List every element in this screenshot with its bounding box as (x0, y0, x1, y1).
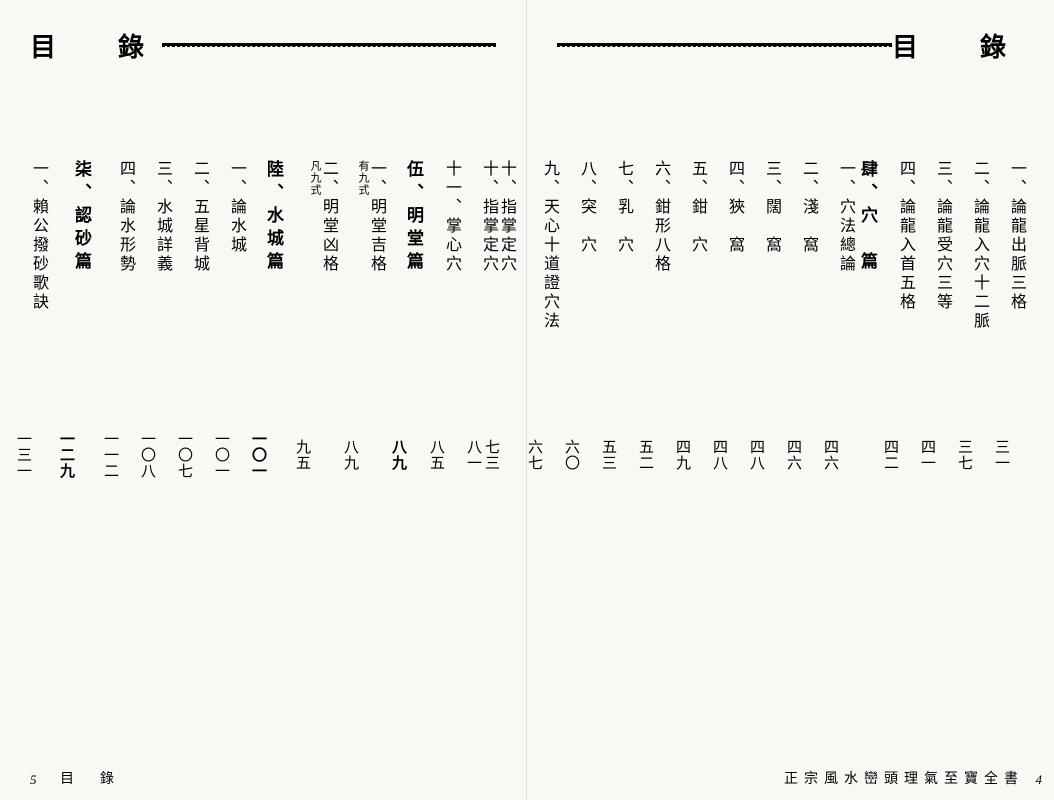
toc-label: 陸、水城篇 (265, 160, 282, 750)
toc-entry: 四、論龍入首五格四二 (882, 160, 913, 750)
toc-entry: 四、論水形勢一一二 (102, 160, 133, 750)
toc-entry: 三、論龍受穴三等四一 (919, 160, 950, 750)
toc-pageno: 六〇 (563, 160, 578, 750)
toc-pageno: 三一 (993, 160, 1008, 750)
toc-pageno: 四八 (711, 160, 726, 750)
toc-pageno: 九五 (294, 160, 309, 750)
toc-note: 凡九式 (309, 160, 320, 750)
toc-pageno: 八一 (465, 160, 480, 750)
toc-note: 有九式 (357, 160, 368, 750)
header-title-left: 目 錄 (30, 27, 162, 64)
toc-label: 四、論水形勢 (117, 160, 133, 750)
footer-text-left: 目 錄 (60, 768, 120, 788)
toc-label: 五、鉗 穴 (689, 160, 705, 750)
toc-pageno: 一〇七 (176, 160, 191, 750)
toc-entry: 四、狹 窩四八 (711, 160, 742, 750)
toc-entry: 三、闊 窩四八 (748, 160, 779, 750)
toc-pageno: 八九 (390, 160, 405, 750)
toc-pageno: 四六 (785, 160, 800, 750)
toc-pageno: 四九 (674, 160, 689, 750)
toc-entry: 一、穴法總論四六 (822, 160, 853, 750)
footer-pageno-left: 5 (30, 772, 37, 788)
toc-label: 肆、穴 篇 (859, 160, 876, 750)
toc-pageno: 五二 (637, 160, 652, 750)
toc-label: 一、論水城 (228, 160, 244, 750)
header-left: 目 錄 (30, 30, 496, 60)
toc-section: 伍、明堂篇八九 (390, 160, 422, 750)
toc-label: 四、狹 窩 (726, 160, 742, 750)
toc-label: 十、指掌定穴 (498, 160, 514, 750)
header-rule-right (557, 43, 892, 47)
toc-entry: 二、論龍入穴十二脈三七 (956, 160, 987, 750)
toc-pageno: 三七 (956, 160, 971, 750)
toc-entry: 二、五星背城一〇七 (176, 160, 207, 750)
toc-label: 九、天心十道證穴法 (541, 160, 557, 750)
header-rule-left (162, 43, 496, 47)
toc-pageno: 一三一 (15, 160, 30, 750)
toc-label: 三、論龍受穴三等 (934, 160, 950, 750)
toc-pageno: 六七 (526, 160, 541, 750)
toc-label: 一、明堂吉格 (368, 160, 384, 750)
toc-section: 肆、穴 篇 (859, 160, 876, 750)
toc-label: 十一、掌心穴 (443, 160, 459, 750)
toc-entry: 一、論水城一〇一 (213, 160, 244, 750)
toc-entry: 二、淺 窩四六 (785, 160, 816, 750)
toc-pageno: 七三 (483, 160, 498, 750)
toc-label: 七、乳 穴 (615, 160, 631, 750)
toc-body-left: 十、指掌定穴八一十一、掌心穴八五伍、明堂篇八九一、明堂吉格有九式八九二、明堂凶格… (30, 160, 496, 750)
toc-entry: 一、論龍出脈三格三一 (993, 160, 1024, 750)
toc-entry: 三、水城詳義一〇八 (139, 160, 170, 750)
toc-pageno: 一一二 (102, 160, 117, 750)
toc-section: 柒、認砂篇一二九 (58, 160, 90, 750)
toc-entry: 七、乳 穴五三 (600, 160, 631, 750)
toc-label: 四、論龍入首五格 (897, 160, 913, 750)
toc-label: 三、闊 窩 (763, 160, 779, 750)
toc-entry: 一、明堂吉格有九式八九 (342, 160, 384, 750)
toc-label: 二、明堂凶格 (320, 160, 336, 750)
toc-entry: 六、鉗形八格五二 (637, 160, 668, 750)
toc-label: 二、淺 窩 (800, 160, 816, 750)
toc-entry: 一、賴公撥砂歌訣一三一 (15, 160, 46, 750)
toc-label: 六、鉗形八格 (652, 160, 668, 750)
toc-label: 一、穴法總論 (837, 160, 853, 750)
toc-label: 一、論龍出脈三格 (1008, 160, 1024, 750)
page-left: 目 錄 十、指掌定穴八一十一、掌心穴八五伍、明堂篇八九一、明堂吉格有九式八九二、… (0, 0, 527, 800)
toc-entry: 十、指掌定穴七三 (483, 160, 514, 750)
toc-pageno: 八五 (428, 160, 443, 750)
toc-label: 柒、認砂篇 (73, 160, 90, 750)
toc-pageno: 一〇一 (213, 160, 228, 750)
page-right: 目 錄 一、論龍出脈三格三一二、論龍入穴十二脈三七三、論龍受穴三等四一四、論龍入… (527, 0, 1054, 800)
toc-entry: 九、天心十道證穴法六七 (526, 160, 557, 750)
toc-label: 二、五星背城 (191, 160, 207, 750)
toc-label: 三、水城詳義 (154, 160, 170, 750)
toc-pageno: 四二 (882, 160, 897, 750)
toc-pageno: 四六 (822, 160, 837, 750)
toc-entry: 五、鉗 穴四九 (674, 160, 705, 750)
toc-pageno: 四八 (748, 160, 763, 750)
toc-pageno: 四一 (919, 160, 934, 750)
toc-entry: 十一、掌心穴八五 (428, 160, 459, 750)
toc-label: 伍、明堂篇 (405, 160, 422, 750)
toc-label: 二、論龍入穴十二脈 (971, 160, 987, 750)
footer-text-right: 正宗風水巒頭理氣至寶全書 (784, 768, 1024, 788)
footer-pageno-right: 4 (1036, 772, 1043, 788)
header-title-right: 目 錄 (892, 27, 1024, 64)
toc-pageno: 八九 (342, 160, 357, 750)
toc-pageno: 一二九 (58, 160, 73, 750)
toc-body-right: 一、論龍出脈三格三一二、論龍入穴十二脈三七三、論龍受穴三等四一四、論龍入首五格四… (557, 160, 1024, 750)
toc-pageno: 五三 (600, 160, 615, 750)
header-right: 目 錄 (557, 30, 1024, 60)
toc-entry: 二、明堂凶格凡九式九五 (294, 160, 336, 750)
toc-pageno: 一〇一 (250, 160, 265, 750)
toc-label: 一、賴公撥砂歌訣 (30, 160, 46, 750)
toc-label: 八、突 穴 (578, 160, 594, 750)
toc-pageno: 一〇八 (139, 160, 154, 750)
toc-section: 陸、水城篇一〇一 (250, 160, 282, 750)
toc-entry: 八、突 穴六〇 (563, 160, 594, 750)
